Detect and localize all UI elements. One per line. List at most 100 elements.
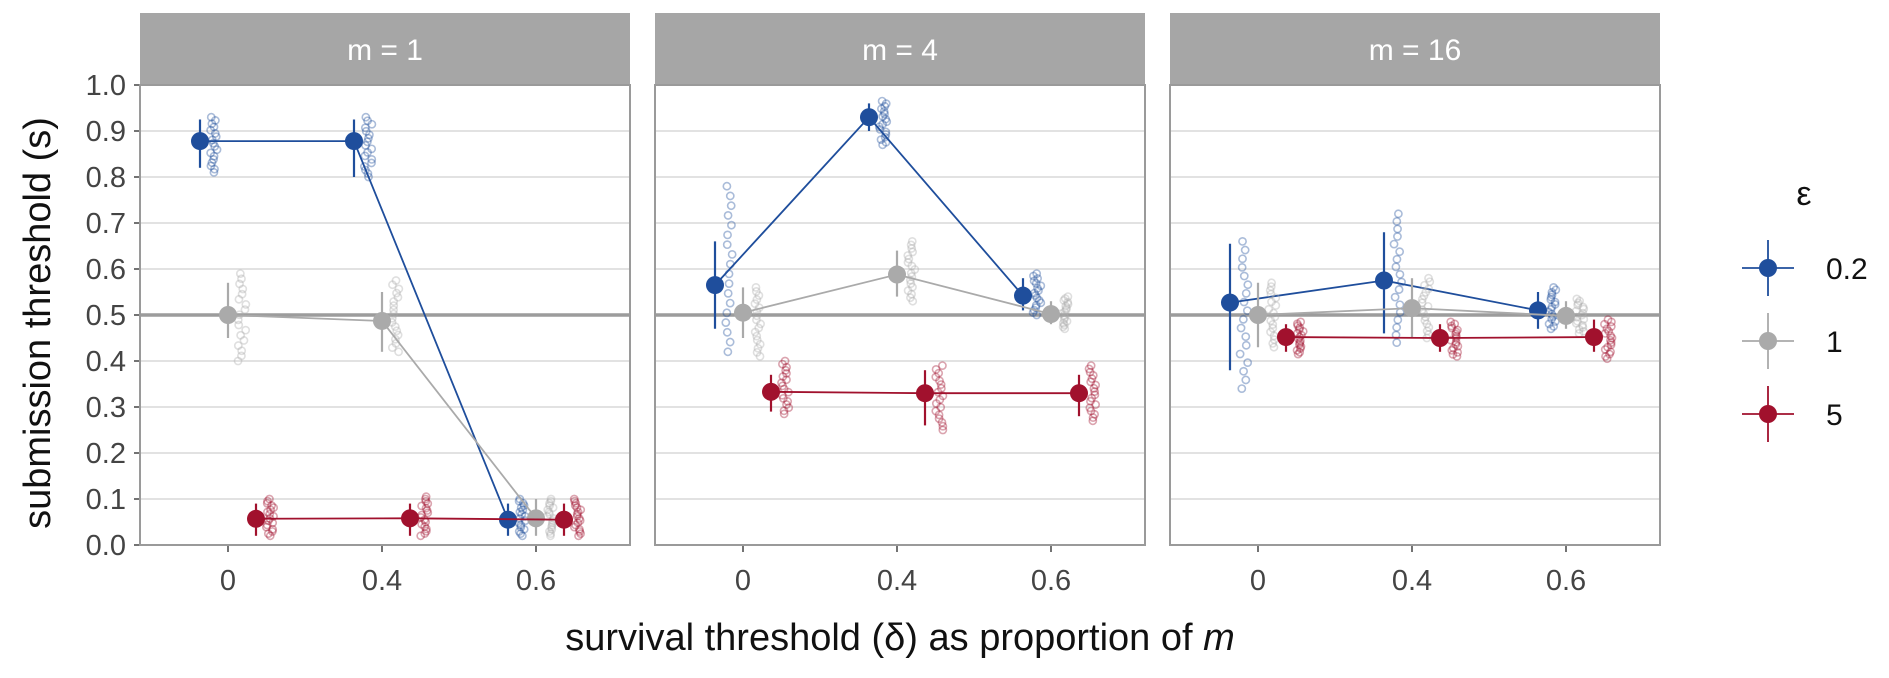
raw-point — [388, 280, 397, 290]
raw-point — [723, 288, 733, 298]
raw-point — [1088, 416, 1098, 426]
raw-point — [755, 339, 765, 349]
raw-point — [724, 279, 734, 289]
raw-point — [574, 531, 583, 541]
raw-point — [935, 395, 945, 405]
raw-point — [1264, 304, 1274, 314]
raw-point — [546, 494, 556, 504]
y-tick-label: 0.3 — [86, 392, 126, 424]
legend-key-point — [1759, 332, 1777, 350]
y-tick-label: 1.0 — [86, 70, 126, 102]
raw-point — [905, 275, 915, 285]
raw-point — [1447, 345, 1457, 355]
raw-point — [1267, 297, 1276, 307]
raw-point — [1391, 262, 1401, 272]
raw-point — [1453, 347, 1463, 357]
raw-point — [1578, 320, 1587, 330]
raw-point — [364, 130, 374, 140]
raw-point — [777, 378, 786, 388]
raw-point — [1603, 315, 1613, 324]
mean-point — [734, 303, 752, 322]
raw-point — [576, 529, 585, 539]
facet-panel: m = 16 0 0.4 0.6 — [1169, 13, 1661, 597]
series-0.2 — [191, 112, 530, 541]
raw-point — [875, 124, 885, 134]
raw-point — [1295, 347, 1305, 357]
raw-point — [1090, 387, 1099, 396]
raw-point — [908, 247, 918, 257]
raw-point — [423, 499, 433, 508]
raw-point — [269, 503, 279, 513]
raw-point — [570, 496, 580, 506]
raw-point — [237, 346, 247, 356]
raw-point — [572, 503, 582, 513]
raw-point — [1239, 366, 1248, 376]
raw-point — [1295, 338, 1305, 348]
raw-point — [754, 323, 764, 333]
raw-point — [779, 409, 789, 419]
raw-point — [880, 101, 890, 111]
raw-point — [1031, 303, 1041, 313]
raw-point — [362, 137, 372, 147]
raw-point — [1032, 269, 1042, 278]
raw-point — [516, 522, 526, 532]
raw-point — [1575, 296, 1585, 306]
raw-point — [1241, 375, 1251, 385]
raw-point — [1033, 274, 1042, 283]
raw-point — [751, 282, 761, 292]
raw-point — [1551, 285, 1561, 295]
legend-label: 0.2 — [1826, 253, 1868, 286]
raw-point — [545, 501, 555, 510]
raw-point — [233, 341, 243, 350]
raw-point — [420, 529, 430, 538]
raw-point — [514, 527, 524, 536]
x-axis-title-prefix: survival threshold (δ) as proportion of — [565, 617, 1203, 659]
y-tick-label: 0.1 — [86, 484, 126, 516]
raw-point — [360, 151, 370, 161]
raw-point — [209, 151, 219, 161]
raw-point — [1271, 293, 1281, 303]
raw-point — [782, 369, 791, 378]
raw-point — [1390, 292, 1400, 302]
raw-point — [1448, 349, 1458, 359]
raw-point — [233, 356, 243, 366]
raw-point — [417, 501, 427, 511]
raw-point — [207, 158, 217, 168]
raw-point — [881, 114, 891, 124]
raw-point — [237, 351, 246, 361]
raw-point — [1031, 278, 1041, 288]
raw-point — [547, 524, 557, 534]
raw-point — [1237, 262, 1247, 272]
raw-point — [1392, 254, 1402, 264]
raw-point — [206, 148, 216, 158]
raw-point — [778, 359, 787, 369]
raw-point — [1546, 295, 1556, 304]
raw-point — [781, 365, 791, 375]
raw-point — [1393, 315, 1403, 325]
raw-point — [1295, 340, 1304, 350]
raw-point — [1294, 334, 1303, 344]
raw-point — [1573, 316, 1582, 326]
raw-point — [518, 498, 528, 508]
raw-point — [390, 322, 400, 332]
y-tick-label: 0.5 — [86, 300, 126, 332]
raw-point — [1036, 298, 1046, 308]
raw-point — [1606, 338, 1616, 347]
raw-point — [1240, 245, 1250, 255]
raw-point — [387, 343, 397, 353]
raw-point — [546, 531, 555, 541]
raw-point — [1393, 224, 1402, 234]
raw-point — [1086, 396, 1095, 406]
raw-point — [906, 240, 916, 250]
x-tick-label: 0 — [1250, 565, 1266, 597]
raw-point — [1060, 294, 1070, 303]
raw-point — [548, 503, 558, 513]
raw-point — [575, 527, 585, 536]
raw-point — [1577, 310, 1587, 320]
raw-point — [1270, 312, 1280, 322]
raw-point — [517, 531, 527, 541]
x-axis-title: survival threshold (δ) as proportion of … — [565, 617, 1235, 659]
raw-point — [931, 399, 941, 408]
raw-point — [1061, 305, 1071, 315]
raw-point — [1547, 302, 1557, 312]
